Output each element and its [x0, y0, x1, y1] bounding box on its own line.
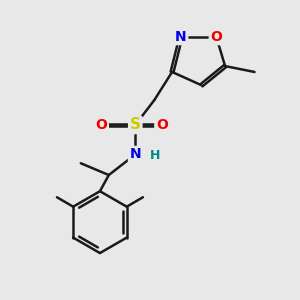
Text: N: N	[175, 30, 187, 44]
Text: O: O	[210, 30, 222, 44]
Text: O: O	[156, 118, 168, 132]
Text: N: N	[130, 147, 141, 161]
Text: H: H	[149, 149, 160, 162]
Text: S: S	[130, 118, 141, 133]
Text: O: O	[95, 118, 107, 132]
